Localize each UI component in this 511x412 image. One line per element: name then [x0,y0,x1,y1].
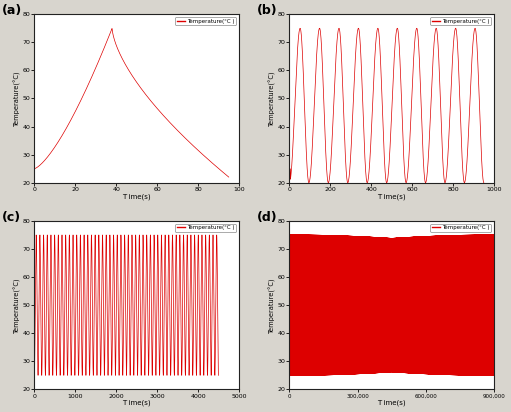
Y-axis label: Temperature(°C): Temperature(°C) [14,277,21,333]
X-axis label: T ime(s): T ime(s) [378,193,406,200]
Legend: Temperature(°C ): Temperature(°C ) [430,17,491,25]
Text: (d): (d) [257,211,277,224]
Legend: Temperature(°C ): Temperature(°C ) [175,224,236,232]
Legend: Temperature(°C ): Temperature(°C ) [175,17,236,25]
X-axis label: T ime(s): T ime(s) [122,193,151,200]
Y-axis label: Temperature(°C): Temperature(°C) [269,277,276,333]
X-axis label: T ime(s): T ime(s) [378,400,406,407]
Legend: Temperature(°C ): Temperature(°C ) [430,224,491,232]
Text: (c): (c) [2,211,21,224]
Y-axis label: Temperature(°C): Temperature(°C) [269,70,276,126]
Text: (a): (a) [2,4,22,17]
Y-axis label: Temperature(°C): Temperature(°C) [14,70,21,126]
Text: (b): (b) [257,4,277,17]
X-axis label: T ime(s): T ime(s) [122,400,151,407]
